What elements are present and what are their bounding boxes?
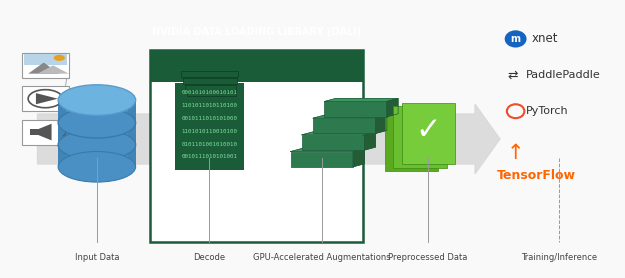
- Polygon shape: [313, 115, 387, 118]
- Text: Decode: Decode: [193, 253, 226, 262]
- Polygon shape: [291, 148, 364, 152]
- Text: ✓: ✓: [416, 116, 441, 145]
- Polygon shape: [38, 104, 500, 174]
- Bar: [386, 110, 439, 171]
- Ellipse shape: [505, 30, 526, 48]
- Polygon shape: [353, 148, 364, 167]
- Ellipse shape: [58, 108, 136, 138]
- Polygon shape: [364, 132, 376, 150]
- Polygon shape: [387, 98, 398, 117]
- Text: 0010111010101000: 0010111010101000: [181, 116, 238, 121]
- Text: ↑: ↑: [507, 143, 524, 163]
- Bar: [394, 106, 447, 168]
- Bar: [24, 54, 67, 65]
- Bar: [150, 50, 362, 82]
- Text: m: m: [511, 34, 521, 44]
- Bar: [58, 100, 136, 167]
- Bar: [402, 103, 455, 164]
- Bar: [30, 129, 38, 135]
- Bar: [128, 100, 136, 167]
- Bar: [302, 135, 364, 150]
- Text: 0001010100010101: 0001010100010101: [181, 90, 238, 95]
- Bar: [22, 53, 69, 78]
- Text: ⇄: ⇄: [508, 69, 518, 81]
- Text: TensorFlow: TensorFlow: [497, 169, 576, 182]
- Polygon shape: [38, 124, 52, 140]
- Text: Input Data: Input Data: [74, 253, 119, 262]
- Bar: [324, 101, 387, 117]
- Text: GPU-Accelerated Augmentations: GPU-Accelerated Augmentations: [253, 253, 391, 262]
- Text: NVIDIA DATA LOADING LIBRARY (DALI): NVIDIA DATA LOADING LIBRARY (DALI): [152, 27, 361, 37]
- Text: xnet: xnet: [531, 33, 558, 45]
- Text: Preprocessed Data: Preprocessed Data: [389, 253, 468, 262]
- Text: PyTorch: PyTorch: [526, 106, 569, 116]
- Ellipse shape: [58, 152, 136, 182]
- Text: 1101010110010100: 1101010110010100: [181, 129, 238, 134]
- Text: 0101101001010010: 0101101001010010: [181, 142, 238, 147]
- Polygon shape: [28, 63, 59, 74]
- Bar: [175, 83, 244, 170]
- Bar: [58, 100, 66, 167]
- Text: 0010111010101001: 0010111010101001: [181, 154, 238, 159]
- Ellipse shape: [58, 130, 136, 160]
- Bar: [183, 78, 237, 84]
- Polygon shape: [376, 115, 387, 133]
- Bar: [185, 85, 236, 91]
- Ellipse shape: [54, 55, 65, 61]
- Bar: [313, 118, 376, 133]
- Polygon shape: [36, 93, 58, 104]
- Bar: [181, 71, 238, 77]
- Bar: [22, 120, 69, 145]
- Bar: [22, 86, 69, 111]
- Text: Training/Inference: Training/Inference: [521, 253, 598, 262]
- Text: PaddlePaddle: PaddlePaddle: [526, 70, 601, 80]
- Bar: [187, 90, 236, 96]
- Text: 1101011010110100: 1101011010110100: [181, 103, 238, 108]
- Polygon shape: [302, 132, 376, 135]
- Bar: [150, 50, 362, 242]
- Ellipse shape: [58, 85, 136, 115]
- Bar: [291, 152, 353, 167]
- Polygon shape: [38, 65, 69, 74]
- Polygon shape: [324, 98, 398, 101]
